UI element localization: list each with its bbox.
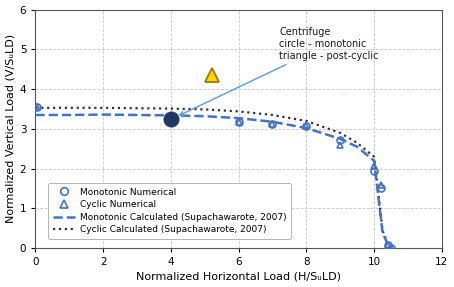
X-axis label: Normalized Horizontal Load (H/SᵤLD): Normalized Horizontal Load (H/SᵤLD) bbox=[136, 272, 341, 282]
Legend: Monotonic Numerical, Cyclic Numerical, Monotonic Calculated (Supachawarote, 2007: Monotonic Numerical, Cyclic Numerical, M… bbox=[48, 183, 291, 239]
Y-axis label: Normalized Vertical Load (V/SᵤLD): Normalized Vertical Load (V/SᵤLD) bbox=[5, 34, 15, 224]
Text: Centrifuge
circle - monotonic
triangle - post-cyclic: Centrifuge circle - monotonic triangle -… bbox=[180, 28, 379, 115]
